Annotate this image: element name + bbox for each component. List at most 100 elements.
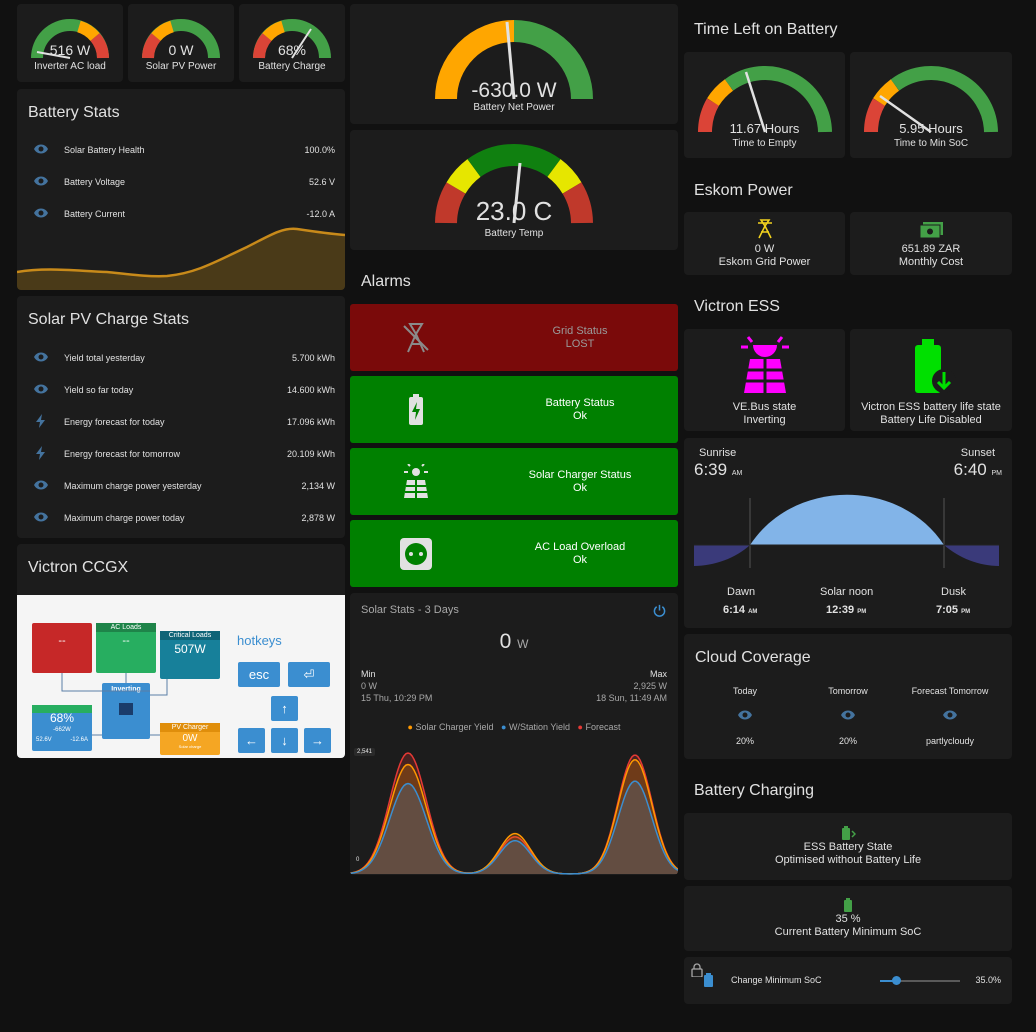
ess-life-card[interactable]: Victron ESS battery life state Battery L… (850, 329, 1012, 431)
power-icon[interactable] (653, 604, 666, 617)
sunrise-label: Sunrise (699, 447, 737, 459)
battery-temp-value: 23.0 C (475, 196, 553, 226)
eskom-grid-value: 0 W (754, 243, 775, 255)
stat-label: Yield so far today (64, 385, 134, 395)
battery-power: -662W (53, 727, 71, 733)
stat-row[interactable]: Solar Battery Health 100.0% (17, 142, 345, 174)
gauge-needle (505, 21, 516, 100)
grid-box[interactable]: -- (32, 623, 92, 673)
legend-item[interactable]: Solar Charger Yield (415, 722, 494, 732)
ess-battery-state-card[interactable]: ESS Battery State Optimised without Batt… (684, 813, 1012, 880)
down-key-button[interactable]: ↓ (271, 728, 298, 753)
time-to-empty-card[interactable]: 11.67 Hours Time to Empty (684, 52, 845, 158)
battery-temp-gauge-card[interactable]: 23.0 C Battery Temp (350, 130, 678, 250)
stat-row[interactable]: Yield so far today 14.600 kWh (17, 382, 345, 414)
battery-gauge-card[interactable]: 68% Battery Charge (239, 4, 345, 82)
gauge-red-arc (435, 182, 466, 224)
battery-net-gauge-card[interactable]: -630.0 W Battery Net Power (350, 4, 678, 124)
battery-voltage: 52.6V (36, 737, 52, 743)
legend-item[interactable]: W/Station Yield (508, 722, 570, 732)
gauge-svg (435, 144, 593, 224)
lock-icon[interactable] (691, 963, 703, 977)
soc-slider-fill (880, 980, 896, 982)
stat-row[interactable]: Maximum charge power today 2,878 W (17, 510, 345, 538)
transmission-tower-off-icon (403, 323, 429, 353)
right-key-button[interactable]: → (304, 728, 331, 753)
eskom-cost-card[interactable]: 651.89 ZAR Monthly Cost (850, 212, 1012, 275)
ac-loads-box[interactable]: AC Loads -- (96, 623, 156, 673)
cloud-col-tomorrow[interactable]: Tomorrow 20% (787, 686, 909, 746)
gauge-red-arc (863, 98, 886, 133)
stat-row[interactable]: Battery Current -12.0 A (17, 206, 345, 238)
sunrise-time: 6:39 (694, 460, 728, 479)
enter-key-button[interactable]: ⏎ (288, 662, 330, 687)
time-to-min-soc-card[interactable]: 5.95 Hours Time to Min SoC (850, 52, 1012, 158)
alarms-title: Alarms (361, 273, 411, 290)
gauge-yellow-arc (76, 20, 100, 42)
max-time: 18 Sun, 11:49 AM (596, 693, 667, 703)
solar-stats-card: Solar PV Charge Stats Yield total yester… (17, 296, 345, 538)
stat-row[interactable]: Energy forecast for today 17.096 kWh (17, 414, 345, 446)
charging-title: Battery Charging (694, 782, 815, 799)
gauge-needle (291, 28, 312, 59)
solar-3day-card: Solar Stats - 3 Days 0 W Min 0 W 15 Thu,… (350, 593, 678, 875)
legend-item[interactable]: Forecast (585, 722, 621, 732)
battery-box[interactable]: 68% -662W 52.6V -12.6A (32, 705, 92, 751)
gauge-green-arc (724, 66, 832, 133)
series-area-forecast (350, 753, 678, 874)
soc-slider-thumb[interactable] (891, 976, 901, 985)
alarm-grid-status[interactable]: Grid Status LOST (350, 304, 678, 371)
critical-loads-box[interactable]: Critical Loads 507W (160, 631, 220, 679)
inverter-label: Inverter AC load (34, 61, 106, 72)
stat-label: Energy forecast for today (64, 417, 165, 427)
solar-gauge-card[interactable]: 0 W Solar PV Power (128, 4, 234, 82)
dusk-block: 7:05 PM (936, 604, 970, 616)
alarm-battery-status[interactable]: Battery Status Ok (350, 376, 678, 443)
ess-title: Victron ESS (694, 298, 780, 315)
stat-row[interactable]: Battery Voltage 52.6 V (17, 174, 345, 206)
cloud-col-forecast[interactable]: Forecast Tomorrow partlycloudy (889, 686, 1011, 746)
transmission-tower-icon (758, 219, 772, 239)
gauge-yellow-arc (446, 159, 481, 195)
cloud-col-label: Tomorrow (828, 686, 868, 696)
ess-battery-state-value: Optimised without Battery Life (774, 854, 922, 866)
slider-value: 35.0% (975, 975, 1001, 985)
noon-block: 12:39 PM (826, 604, 866, 616)
current-unit: W (517, 637, 529, 651)
eskom-grid-card[interactable]: 0 W Eskom Grid Power (684, 212, 845, 275)
soc-slider-track[interactable] (880, 976, 960, 985)
noon-time: 12:39 (826, 604, 855, 616)
stat-value: 52.6 V (308, 177, 335, 187)
stat-row[interactable]: Maximum charge power yesterday 2,134 W (17, 478, 345, 510)
cloud-col-today[interactable]: Today 20% (684, 686, 806, 746)
battery-level-bar (32, 705, 92, 713)
cash-icon (919, 222, 943, 239)
series-line-w-station-yield (350, 780, 678, 875)
ess-life-label: Victron ESS battery life state (861, 401, 1001, 413)
pv-charger-box[interactable]: PV Charger 0W Solar charge (160, 723, 220, 755)
sunset-label: Sunset (960, 447, 995, 459)
solar-3day-title: Solar Stats - 3 Days (361, 604, 459, 616)
stat-row[interactable]: Energy forecast for tomorrow 20.109 kWh (17, 446, 345, 478)
stat-row[interactable]: Yield total yesterday 5.700 kWh (17, 350, 345, 382)
vebus-card[interactable]: VE.Bus state Inverting (684, 329, 845, 431)
esc-key-button[interactable]: esc (238, 662, 280, 687)
max-block: Max 2,925 W 18 Sun, 11:49 AM (596, 668, 667, 704)
alarm-ac-load-overload[interactable]: AC Load Overload Ok (350, 520, 678, 587)
inverter-gauge-card[interactable]: 516 W Inverter AC load (17, 4, 123, 82)
battery-pct: 68% (49, 711, 75, 725)
sunrise-block: 6:39 AM (694, 460, 742, 480)
inverter-box[interactable]: Inverting (102, 683, 150, 739)
battery-stats-card: Battery Stats Solar Battery Health 100.0… (17, 89, 345, 290)
gauge-needle (512, 162, 522, 224)
up-key-button[interactable]: ↑ (271, 696, 298, 721)
series-line-solar-charger-yield (350, 759, 678, 875)
gauge-svg (142, 19, 220, 59)
stat-value: 20.109 kWh (286, 449, 335, 459)
alarm-solar-charger-status[interactable]: Solar Charger Status Ok (350, 448, 678, 515)
cloud-col-value: 20% (735, 736, 754, 746)
left-key-button[interactable]: ← (238, 728, 265, 753)
gauge-yellow-arc (873, 79, 900, 106)
min-soc-card[interactable]: 35 % Current Battery Minimum SoC (684, 886, 1012, 951)
dawn-label: Dawn (727, 586, 756, 598)
